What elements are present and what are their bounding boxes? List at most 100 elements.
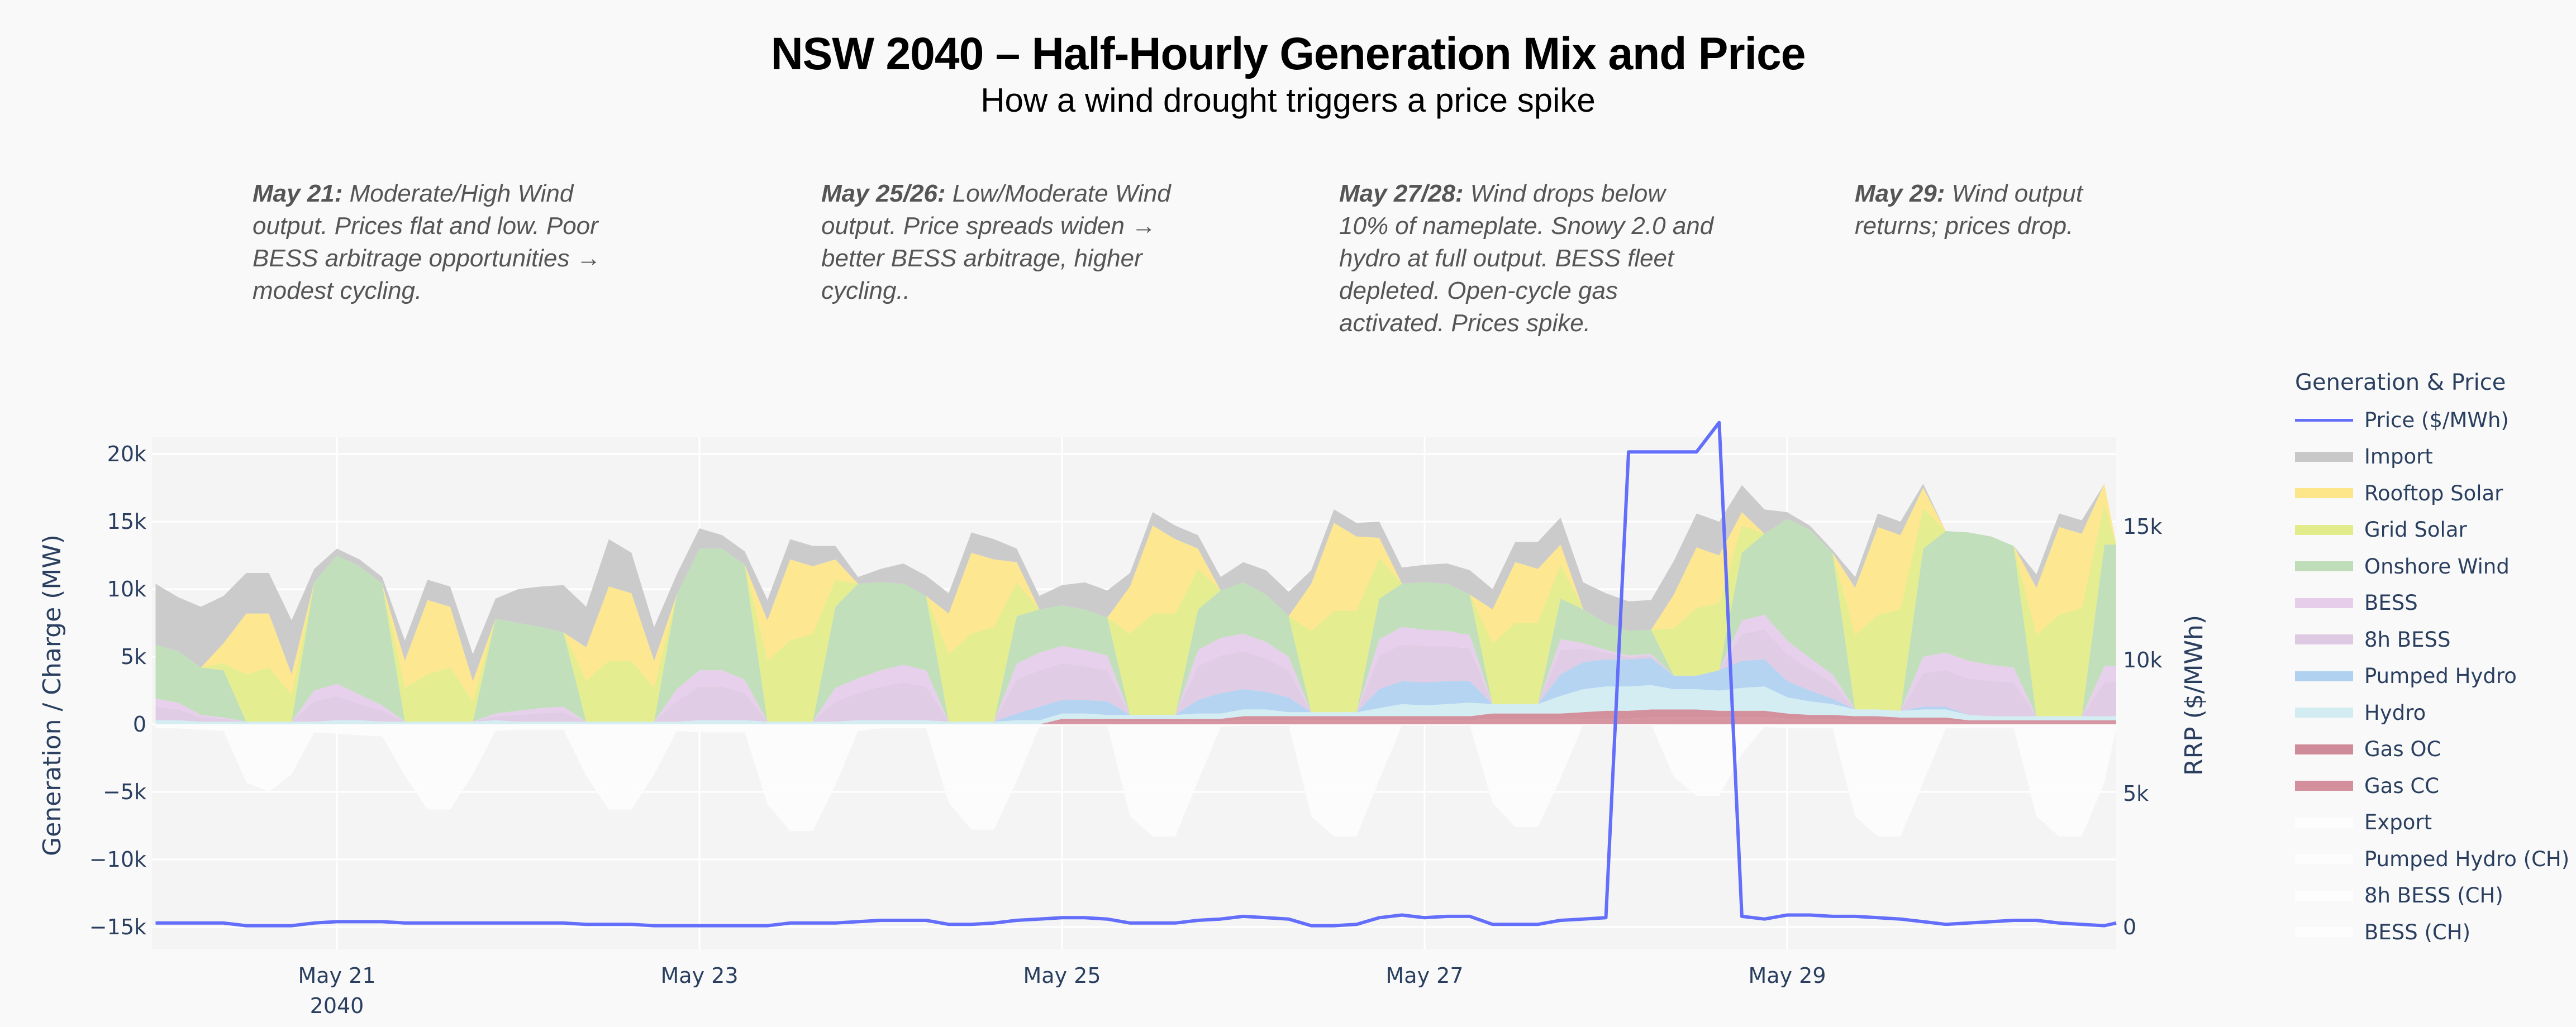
legend-item-price-mwh[interactable]: Price ($/MWh) <box>2295 403 2509 437</box>
annotation-text: BESS arbitrage opportunities → <box>253 245 601 272</box>
annotation-text: Wind output <box>1945 180 2083 207</box>
annotation-text: returns; prices drop. <box>1855 212 2074 240</box>
y2-tick-label: 15k <box>2123 514 2162 539</box>
legend-item-bess-ch[interactable]: BESS (CH) <box>2295 915 2470 949</box>
legend-swatch-icon <box>2295 890 2353 901</box>
y-tick-label: 0 <box>133 712 146 737</box>
legend-label: Rooftop Solar <box>2364 481 2503 505</box>
legend-item-8h-bess-ch[interactable]: 8h BESS (CH) <box>2295 879 2503 913</box>
right-y-axis: 15k 10k 5k 0 <box>2123 514 2162 939</box>
legend-swatch-icon <box>2295 708 2353 718</box>
legend-label: Onshore Wind <box>2364 554 2510 579</box>
y2-axis-title: RRP ($/MWh) <box>2180 615 2208 776</box>
legend-label: Gas OC <box>2364 737 2441 761</box>
annotation-may-25-26: May 25/26: Low/Moderate Wind output. Pric… <box>821 178 1171 307</box>
legend-swatch-icon <box>2295 817 2353 828</box>
legend-swatch-icon <box>2295 634 2353 644</box>
area-export <box>155 724 2116 737</box>
legend-swatch-icon <box>2295 524 2353 535</box>
y-tick-label: −15k <box>89 915 146 939</box>
area-import <box>155 484 2116 681</box>
legend-item-onshore-wind[interactable]: Onshore Wind <box>2295 550 2510 583</box>
area-hydro <box>155 685 2116 724</box>
legend-swatch-icon <box>2295 781 2353 791</box>
x-tick-label: May 29 <box>1749 963 1826 988</box>
annotation-text: better BESS arbitrage, higher <box>821 245 1142 272</box>
annotation-date: May 27/28: <box>1339 180 1464 207</box>
y2-tick-label: 10k <box>2123 648 2162 672</box>
legend-swatch-icon <box>2295 488 2353 498</box>
legend-item-export[interactable]: Export <box>2295 806 2432 839</box>
chart-subtitle: How a wind drought triggers a price spik… <box>980 82 1596 119</box>
x-tick-label: May 27 <box>1386 963 1464 988</box>
legend-label: Pumped Hydro <box>2364 664 2517 688</box>
x-tick-label: May 25 <box>1023 963 1101 988</box>
legend-item-gas-cc[interactable]: Gas CC <box>2295 769 2439 803</box>
legend-swatch-icon <box>2295 854 2353 864</box>
area-grid-solar <box>155 504 2116 722</box>
annotation-date: May 29: <box>1855 180 1945 207</box>
x-tick-year-label: 2040 <box>310 993 364 1018</box>
area-rooftop-solar <box>155 484 2116 701</box>
legend-swatch-icon <box>2295 671 2353 681</box>
annotation-text: depleted. Open-cycle gas <box>1339 277 1618 304</box>
annotation-text: Low/Moderate Wind <box>945 180 1171 207</box>
legend-label: 8h BESS (CH) <box>2364 883 2503 907</box>
area-gas-oc <box>155 709 2116 724</box>
y-tick-label: −5k <box>103 780 146 804</box>
legend-label: Export <box>2364 810 2432 834</box>
left-y-axis: 20k 15k 10k 5k 0 −5k −10k −15k <box>89 442 146 939</box>
annotation-text: output. Price spreads widen → <box>821 212 1156 240</box>
legend-swatch-icon <box>2295 418 2353 422</box>
x-tick-label: May 21 <box>298 963 376 988</box>
area-8h-bess-ch- <box>155 724 2116 810</box>
legend-swatch-icon <box>2295 744 2353 754</box>
legend-label: Hydro <box>2364 700 2426 725</box>
x-axis: May 21 2040 May 23 May 25 May 27 May 29 <box>298 963 1826 1018</box>
area-bess-ch- <box>155 724 2116 837</box>
area-8h-bess <box>155 629 2116 722</box>
legend-swatch-icon <box>2295 927 2353 937</box>
y2-tick-label: 0 <box>2123 915 2136 939</box>
legend-label: Gas CC <box>2364 773 2440 798</box>
chart-title: NSW 2040 – Half-Hourly Generation Mix an… <box>770 28 1806 79</box>
annotation-may-21: May 21: Moderate/High Wind output. Prices… <box>253 178 601 307</box>
annotation-text: Moderate/High Wind <box>342 180 574 207</box>
legend-item-8h-bess[interactable]: 8h BESS <box>2295 623 2451 656</box>
legend-label: Import <box>2364 445 2433 469</box>
legend-label: BESS <box>2364 591 2418 615</box>
price-line <box>155 421 2117 928</box>
area-pumped-hydro-ch- <box>155 724 2116 757</box>
legend-swatch-icon <box>2295 561 2353 571</box>
y-tick-label: −10k <box>89 847 146 872</box>
y2-tick-label: 5k <box>2123 781 2149 806</box>
y-tick-label: 5k <box>121 644 146 669</box>
legend: Generation & Price Price ($/MWh) Import Ro… <box>2285 363 2576 955</box>
legend-item-hydro[interactable]: Hydro <box>2295 696 2426 729</box>
y-tick-label: 20k <box>107 442 146 466</box>
annotation-date: May 21: <box>253 180 343 207</box>
y-tick-label: 15k <box>107 509 146 534</box>
stacked-areas <box>155 484 2116 837</box>
legend-item-pumped-hydro[interactable]: Pumped Hydro <box>2295 660 2517 693</box>
legend-item-import[interactable]: Import <box>2295 440 2433 474</box>
area-pumped-hydro <box>155 658 2116 722</box>
y-tick-label: 10k <box>107 577 146 601</box>
annotation-date: May 25/26: <box>821 180 946 207</box>
legend-item-bess[interactable]: BESS <box>2295 586 2418 620</box>
annotation-may-27-28: May 27/28: Wind drops below 10% of namepl… <box>1339 178 1713 340</box>
legend-label: Price ($/MWh) <box>2364 408 2509 432</box>
legend-swatch-icon <box>2295 451 2353 462</box>
legend-item-grid-solar[interactable]: Grid Solar <box>2295 513 2467 547</box>
legend-item-rooftop-solar[interactable]: Rooftop Solar <box>2295 476 2503 510</box>
annotation-text: Wind drops below <box>1463 180 1666 207</box>
legend-item-pumped-hydro-ch[interactable]: Pumped Hydro (CH) <box>2295 842 2569 876</box>
annotation-text: output. Prices flat and low. Poor <box>253 212 598 240</box>
legend-label: Pumped Hydro (CH) <box>2364 847 2570 871</box>
area-gas-cc <box>155 717 2116 724</box>
x-tick-label: May 23 <box>661 963 739 988</box>
legend-item-gas-oc[interactable]: Gas OC <box>2295 733 2441 766</box>
annotation-text: 10% of nameplate. Snowy 2.0 and <box>1339 212 1714 240</box>
legend-swatch-icon <box>2295 598 2353 608</box>
